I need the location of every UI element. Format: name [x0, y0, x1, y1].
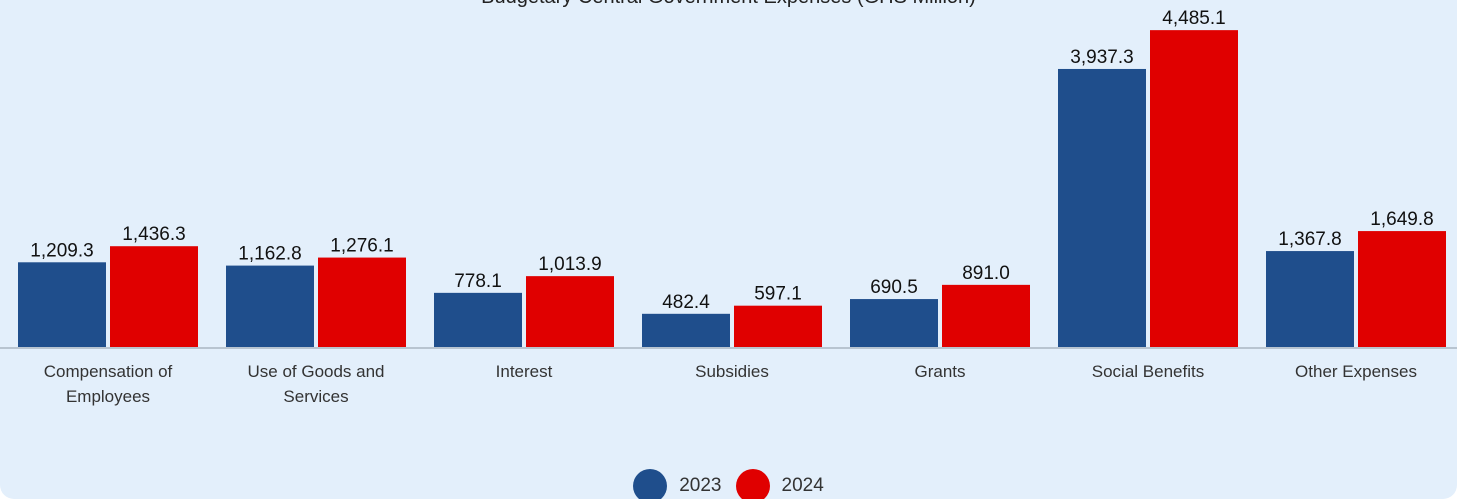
data-label-2023-2: 778.1 [454, 271, 502, 292]
bar-2023-3[interactable] [642, 313, 730, 348]
bar-2023-6[interactable] [1266, 251, 1354, 348]
category-label-4: Grants [914, 362, 965, 381]
data-label-2024-4: 891.0 [962, 263, 1010, 284]
data-label-2024-3: 597.1 [754, 284, 802, 305]
data-label-2023-4: 690.5 [870, 277, 918, 298]
bar-2023-1[interactable] [226, 265, 314, 348]
legend-label-2024: 2024 [781, 475, 824, 496]
bar-2023-2[interactable] [434, 292, 522, 348]
data-label-2023-1: 1,162.8 [238, 244, 301, 265]
data-label-2023-6: 1,367.8 [1278, 229, 1341, 250]
legend-item-2023[interactable]: 2023 [633, 469, 722, 499]
category-label-5: Social Benefits [1092, 362, 1204, 381]
legend-swatch-2024 [735, 469, 770, 499]
data-label-2024-6: 1,649.8 [1370, 209, 1433, 230]
data-label-2024-5: 4,485.1 [1162, 8, 1225, 29]
bar-2024-3[interactable] [734, 305, 822, 348]
legend-item-2024[interactable]: 2024 [735, 469, 824, 499]
category-label-1-line2: Services [283, 387, 348, 406]
category-label-1: Use of Goods and [247, 362, 384, 381]
bar-2024-0[interactable] [110, 246, 198, 348]
bar-2024-5[interactable] [1150, 30, 1238, 348]
legend-label-2023: 2023 [679, 475, 722, 496]
legend-swatch-2023 [633, 469, 668, 499]
category-label-0: Compensation of [44, 362, 173, 381]
category-label-2: Interest [496, 362, 553, 381]
data-label-2023-3: 482.4 [662, 292, 710, 313]
chart-title: Budgetary Central Government Expenses (G… [0, 0, 1457, 9]
data-label-2024-1: 1,276.1 [330, 236, 393, 257]
bar-2024-4[interactable] [942, 284, 1030, 348]
bar-2023-0[interactable] [18, 262, 106, 348]
category-label-6: Other Expenses [1295, 362, 1417, 381]
data-label-2023-5: 3,937.3 [1070, 47, 1133, 68]
data-label-2023-0: 1,209.3 [30, 240, 93, 261]
legend: 2023 2024 [0, 469, 1457, 499]
category-label-3: Subsidies [695, 362, 769, 381]
bar-2023-4[interactable] [850, 299, 938, 348]
data-label-2024-0: 1,436.3 [122, 224, 185, 245]
bar-2023-5[interactable] [1058, 68, 1146, 348]
category-label-0-line2: Employees [66, 387, 150, 406]
bar-2024-2[interactable] [526, 276, 614, 348]
bar-2024-6[interactable] [1358, 231, 1446, 348]
data-label-2024-2: 1,013.9 [538, 254, 601, 275]
bar-2024-1[interactable] [318, 257, 406, 348]
